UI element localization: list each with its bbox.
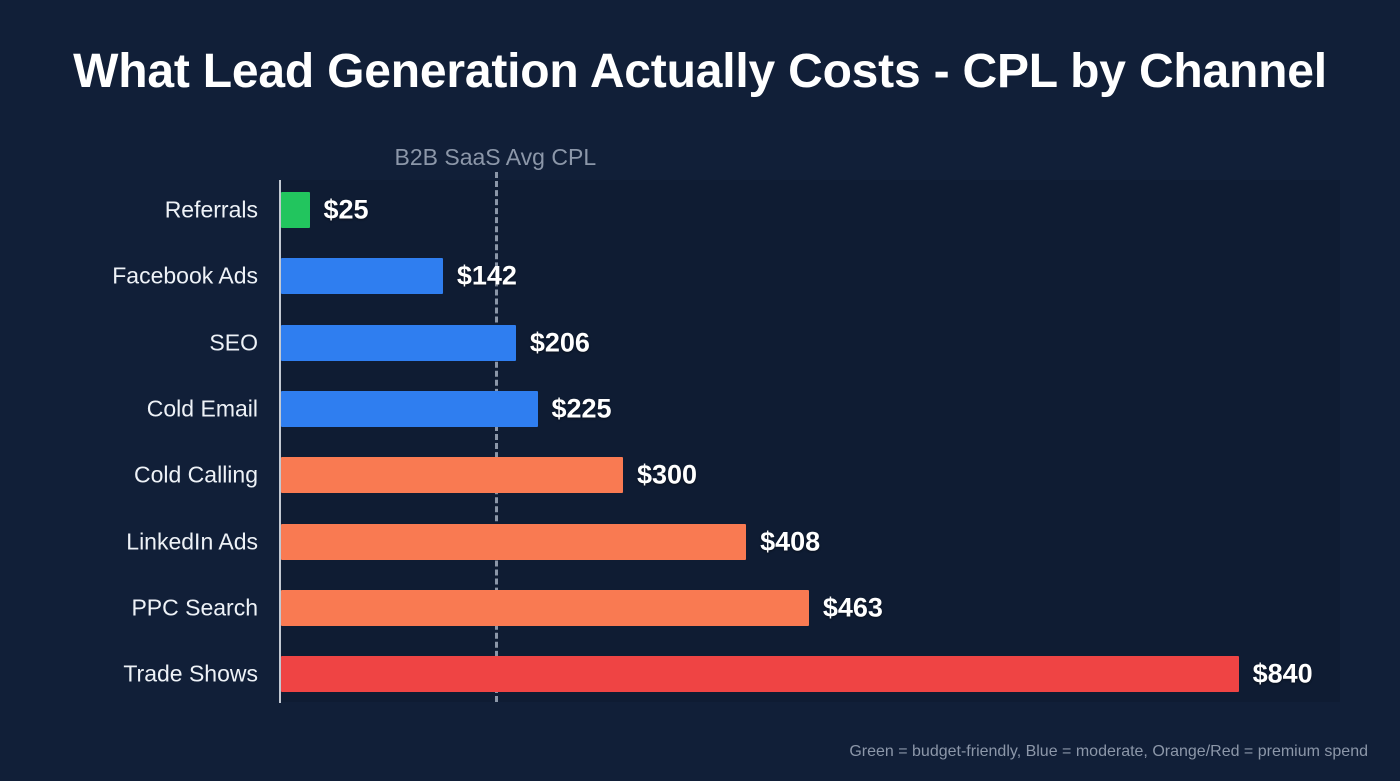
bar-row: LinkedIn Ads $408 <box>0 523 1400 560</box>
bar-linkedin-ads[interactable] <box>281 523 747 560</box>
bar-cold-calling[interactable] <box>281 457 623 494</box>
category-label-cold-calling: Cold Calling <box>133 461 258 488</box>
bar-row: Cold Email $225 <box>0 390 1400 427</box>
bar-seo[interactable] <box>281 324 516 361</box>
bar-value-label: $300 <box>637 459 698 490</box>
category-label-facebook-ads: Facebook Ads <box>112 262 258 289</box>
bar-row: Facebook Ads $142 <box>0 258 1400 295</box>
bar-ppc-search[interactable] <box>281 589 809 626</box>
category-label-ppc-search: PPC Search <box>131 594 258 621</box>
bar-value-label: $25 <box>323 194 369 225</box>
chart-title: What Lead Generation Actually Costs - CP… <box>73 45 1327 98</box>
bar-referrals[interactable] <box>281 192 310 228</box>
category-label-referrals: Referrals <box>164 196 258 223</box>
bar-value-label: $463 <box>822 592 883 623</box>
color-legend-note: Green = budget-friendly, Blue = moderate… <box>849 743 1368 760</box>
bar-cold-email[interactable] <box>281 390 538 427</box>
bar-value-label: $408 <box>760 526 821 556</box>
bar-row: Trade Shows $840 <box>0 656 1400 693</box>
bar-row: Referrals $25 <box>0 192 1400 228</box>
y-axis-line <box>279 180 281 703</box>
category-label-cold-email: Cold Email <box>146 395 258 422</box>
avg-cpl-reference-line <box>495 172 499 702</box>
bar-row: Cold Calling $300 <box>0 457 1400 494</box>
bar-value-label: $225 <box>551 393 612 424</box>
bar-trade-shows[interactable] <box>281 656 1239 693</box>
bar-row: SEO $206 <box>0 324 1400 361</box>
bar-value-label: $142 <box>456 260 517 291</box>
bar-value-label: $206 <box>529 327 590 358</box>
category-label-trade-shows: Trade Shows <box>123 660 258 687</box>
category-label-seo: SEO <box>209 329 258 356</box>
category-label-linkedin-ads: LinkedIn Ads <box>126 528 258 554</box>
bar-value-label: $840 <box>1252 658 1313 689</box>
bar-row: PPC Search $463 <box>0 589 1400 626</box>
bar-facebook-ads[interactable] <box>281 258 443 295</box>
avg-cpl-reference-label: B2B SaaS Avg CPL <box>394 144 597 170</box>
